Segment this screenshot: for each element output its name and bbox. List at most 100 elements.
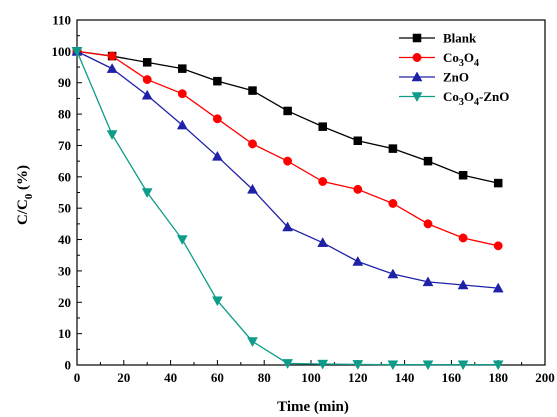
data-point-co3o4 [248,139,257,149]
y-tick-label: 30 [58,263,71,278]
x-tick-label: 160 [442,370,462,385]
data-point-blank [283,106,292,116]
data-point-blank [248,86,257,95]
x-tick-label: 60 [211,370,224,385]
legend-label: ZnO [443,70,469,85]
x-tick-label: 120 [348,370,368,385]
x-axis-title: Time (min) [277,399,349,415]
data-point-blank [142,58,152,67]
series-co3o4 [72,46,503,251]
y-tick-label: 100 [52,44,72,59]
y-axis-title-main: C/C [15,199,31,225]
y-tick-label: 90 [58,75,71,90]
data-point-zno [422,276,434,287]
series-blank [72,47,503,188]
legend-marker [411,71,423,82]
data-point-co3o4 [493,241,503,251]
legend-item-blank: Blank [399,31,477,46]
data-point-co3o4-zno [387,360,399,371]
series-layer [71,45,504,371]
data-point-co3o4-zno [247,337,258,347]
data-point-co3o4-zno [457,360,469,371]
data-point-blank [423,156,433,166]
data-point-zno [106,63,118,73]
data-point-zno [317,237,329,247]
x-tick-label: 200 [535,370,555,385]
y-tick-label: 0 [65,358,72,373]
data-point-co3o4 [283,156,293,166]
data-point-co3o4 [142,75,152,85]
series-line-zno [76,50,499,289]
data-point-co3o4 [107,51,117,61]
data-point-co3o4 [388,199,398,208]
data-point-co3o4 [458,233,468,243]
data-point-co3o4-zno [282,359,294,369]
x-tick-label: 20 [117,370,130,385]
data-point-co3o4-zno [492,360,504,371]
x-tick-label: 40 [164,370,177,385]
series-zno [71,45,504,293]
legend-item-zno: ZnO [399,70,469,85]
x-tick-label: 180 [488,370,508,385]
data-point-co3o4-zno [106,130,118,140]
data-point-zno [492,282,504,293]
y-axis-title-unit: (%) [15,165,31,194]
data-point-zno [176,119,188,130]
y-tick-label: 10 [58,326,71,341]
data-point-blank [353,136,363,145]
data-point-co3o4 [212,114,222,124]
y-tick-label: 20 [58,295,71,310]
series-co3o4-zno [71,47,504,371]
data-point-co3o4-zno [211,296,223,307]
y-tick-label: 40 [58,232,71,247]
y-tick-label: 110 [52,13,71,28]
legend-label: Co3O4 [443,50,479,69]
data-point-zno [141,89,153,100]
data-point-blank [388,144,398,153]
legend-marker [412,53,422,62]
data-point-blank [493,178,503,188]
legend-item-co3o4: Co3O4 [399,50,479,69]
data-point-zno [247,183,258,194]
y-axis-title: C/C0 (%) [15,165,35,225]
series-line-co3o4-zno [76,51,499,366]
data-point-co3o4 [423,219,433,229]
y-axis-title-subscript: 0 [23,193,35,199]
legend-item-co3o4-zno: Co3O4-ZnO [399,89,509,108]
legend-label: Blank [443,31,477,46]
data-point-blank [178,64,187,73]
data-point-co3o4 [177,89,187,99]
y-tick-label: 50 [58,201,71,216]
legend-label: Co3O4-ZnO [443,89,509,108]
y-tick-label: 80 [58,107,71,122]
data-point-co3o4-zno [352,360,364,370]
data-point-co3o4 [353,184,363,194]
x-tick-label: 80 [258,370,271,385]
data-point-blank [213,76,222,86]
series-line-co3o4 [76,50,499,247]
x-tick-label: 100 [301,370,321,385]
data-point-co3o4 [318,177,328,186]
data-point-co3o4-zno [317,359,329,370]
data-point-co3o4-zno [71,47,83,57]
y-tick-label: 60 [58,169,71,184]
data-point-co3o4-zno [176,235,188,246]
data-point-zno [457,279,469,290]
x-tick-label: 0 [74,370,81,385]
data-point-co3o4-zno [422,360,434,371]
y-tick-label: 70 [58,138,71,153]
data-point-co3o4-zno [141,188,153,199]
data-point-zno [282,221,294,232]
data-point-zno [211,150,223,161]
data-point-zno [387,268,399,279]
data-point-blank [318,122,327,131]
x-tick-label: 140 [395,370,415,385]
data-point-blank [458,171,468,180]
data-point-zno [352,255,364,266]
legend-marker [411,92,423,103]
y-axis: 0 10 20 30 40 50 60 70 80 90 100 110 [52,13,82,373]
legend-marker [412,33,422,43]
